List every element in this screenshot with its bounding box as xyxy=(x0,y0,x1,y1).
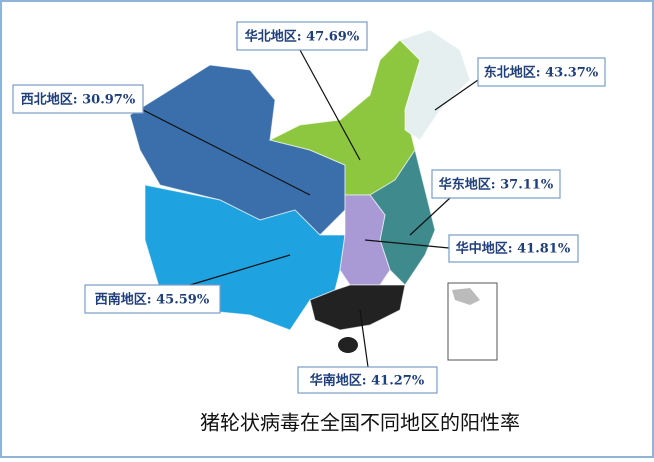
region-label: 华北地区: 47.69% xyxy=(245,29,360,45)
title: 猪轮状病毒在全国不同地区的阳性率 xyxy=(200,411,520,435)
label-box xyxy=(431,169,561,199)
leader-line xyxy=(364,239,450,249)
leader-line xyxy=(189,254,291,286)
region-label: 华中地区: 41.81% xyxy=(456,241,571,257)
leader-line xyxy=(359,309,369,368)
label-box xyxy=(448,234,579,263)
region-label: 华南地区: 41.27% xyxy=(310,373,425,389)
label-box xyxy=(12,84,144,114)
region-label: 西北地区: 30.97% xyxy=(21,92,136,108)
label-box xyxy=(236,21,368,51)
label-box xyxy=(297,366,438,394)
hainan xyxy=(338,337,358,353)
region-northeast xyxy=(399,29,471,141)
leader-line xyxy=(409,197,451,236)
leader-line xyxy=(142,109,311,196)
leader-line xyxy=(299,49,361,161)
region-label: 华东地区: 37.11% xyxy=(439,177,554,193)
label-box xyxy=(84,284,221,314)
region-label: 西南地区: 45.59% xyxy=(95,292,210,308)
region-south xyxy=(309,284,406,331)
leader-line xyxy=(434,79,479,111)
region-label: 东北地区: 43.37% xyxy=(484,65,599,81)
labels: 华北地区: 47.69% 东北地区: 43.37% 西北地区: 30.97% 华… xyxy=(12,21,606,394)
label-box xyxy=(477,57,606,87)
inset-land xyxy=(452,288,480,305)
map xyxy=(129,29,498,361)
leaders xyxy=(142,49,479,368)
